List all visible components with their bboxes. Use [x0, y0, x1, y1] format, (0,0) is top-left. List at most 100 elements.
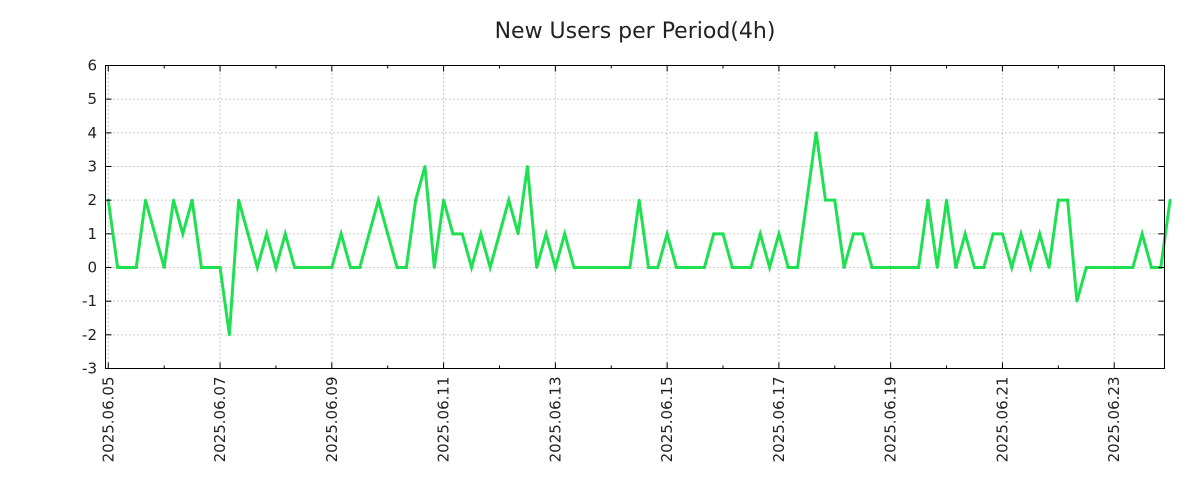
data-point: [293, 266, 296, 269]
y-tick-label: -1: [82, 292, 97, 310]
data-point: [526, 165, 529, 168]
data-point: [125, 266, 129, 269]
data-point: [591, 266, 595, 269]
data-point: [917, 266, 921, 269]
data-point: [637, 198, 641, 202]
data-point: [870, 266, 874, 269]
data-point: [516, 232, 520, 236]
data-point: [1131, 266, 1135, 269]
data-point: [721, 232, 725, 236]
data-point: [1122, 266, 1125, 269]
data-point: [1094, 266, 1097, 269]
data-point: [935, 266, 939, 269]
data-point: [544, 232, 548, 236]
data-point: [386, 232, 390, 236]
data-point: [172, 198, 175, 202]
data-point: [255, 266, 259, 269]
data-point: [852, 232, 855, 236]
data-point: [758, 232, 762, 236]
data-point: [479, 232, 483, 236]
data-point: [805, 198, 809, 202]
y-tick-label: 3: [87, 158, 97, 176]
data-point: [814, 131, 818, 135]
data-point: [824, 198, 827, 202]
x-tick-label: 2025.06.21: [993, 377, 1011, 463]
data-point: [535, 266, 539, 269]
y-tick-label: -3: [82, 360, 97, 378]
chart-title: New Users per Period(4h): [495, 19, 776, 44]
x-tick-label: 2025.06.15: [658, 377, 676, 463]
data-point: [283, 232, 287, 236]
data-point: [619, 266, 622, 269]
data-point: [1038, 232, 1042, 236]
x-tick-label: 2025.06.09: [323, 377, 341, 463]
data-point: [116, 266, 120, 269]
data-point: [1103, 266, 1107, 269]
data-point: [227, 333, 231, 337]
data-point: [1001, 232, 1004, 236]
y-tick-label: -2: [82, 326, 97, 344]
data-point: [246, 232, 250, 236]
data-point: [302, 266, 306, 269]
data-point: [833, 198, 837, 202]
data-point: [330, 266, 334, 269]
data-point: [1150, 266, 1153, 269]
data-point: [470, 266, 473, 269]
x-tick-label: 2025.06.17: [770, 377, 788, 463]
x-tick-label: 2025.06.23: [1105, 377, 1123, 463]
data-point: [954, 266, 958, 269]
data-point: [945, 198, 948, 202]
data-point: [926, 198, 930, 202]
data-point: [404, 266, 408, 269]
x-tick-label: 2025.06.07: [211, 377, 229, 463]
x-tick-label: 2025.06.05: [99, 377, 117, 463]
data-point: [460, 232, 464, 236]
data-point: [991, 232, 995, 236]
y-tick-label: 0: [87, 259, 97, 277]
data-point: [1075, 299, 1079, 303]
data-point: [321, 266, 324, 269]
data-point: [153, 232, 157, 236]
data-point: [693, 266, 697, 269]
data-point: [609, 266, 613, 269]
data-point: [209, 266, 213, 269]
axis-ticks: -3 -2 -1 0 1 2 3 4 5 6 2025.06.05 2025.06.07 2025.06…: [82, 57, 1165, 463]
data-point: [349, 266, 352, 269]
data-point: [144, 198, 147, 202]
data-point: [861, 232, 865, 236]
data-point: [218, 266, 222, 269]
data-point: [265, 232, 269, 236]
data-point: [488, 266, 492, 269]
data-point: [572, 266, 576, 269]
data-point: [796, 266, 799, 269]
data-point: [898, 266, 902, 269]
y-tick-label: 4: [87, 124, 97, 142]
grid: [105, 65, 1165, 369]
data-point: [1084, 266, 1088, 269]
data-point: [1066, 198, 1070, 202]
data-point: [414, 198, 418, 202]
data-point: [553, 266, 557, 269]
data-point: [1112, 266, 1116, 269]
data-point: [498, 232, 501, 236]
data-point: [311, 266, 315, 269]
data-point: [982, 266, 986, 269]
data-point: [656, 266, 660, 269]
data-point: [665, 232, 669, 236]
data-point: [628, 266, 632, 269]
y-tick-label: 1: [87, 225, 97, 243]
x-tick-label: 2025.06.19: [882, 377, 900, 463]
data-point: [190, 198, 194, 202]
data-point: [675, 266, 678, 269]
data-point: [358, 266, 362, 269]
data-point: [740, 266, 744, 269]
data-point: [842, 266, 846, 269]
plot-frame: [105, 65, 1165, 369]
data-point: [200, 266, 203, 269]
data-point: [367, 232, 371, 236]
data-point: [339, 232, 343, 236]
x-tick-label: 2025.06.11: [435, 377, 453, 463]
data-point: [777, 232, 781, 236]
data-point: [181, 232, 185, 236]
